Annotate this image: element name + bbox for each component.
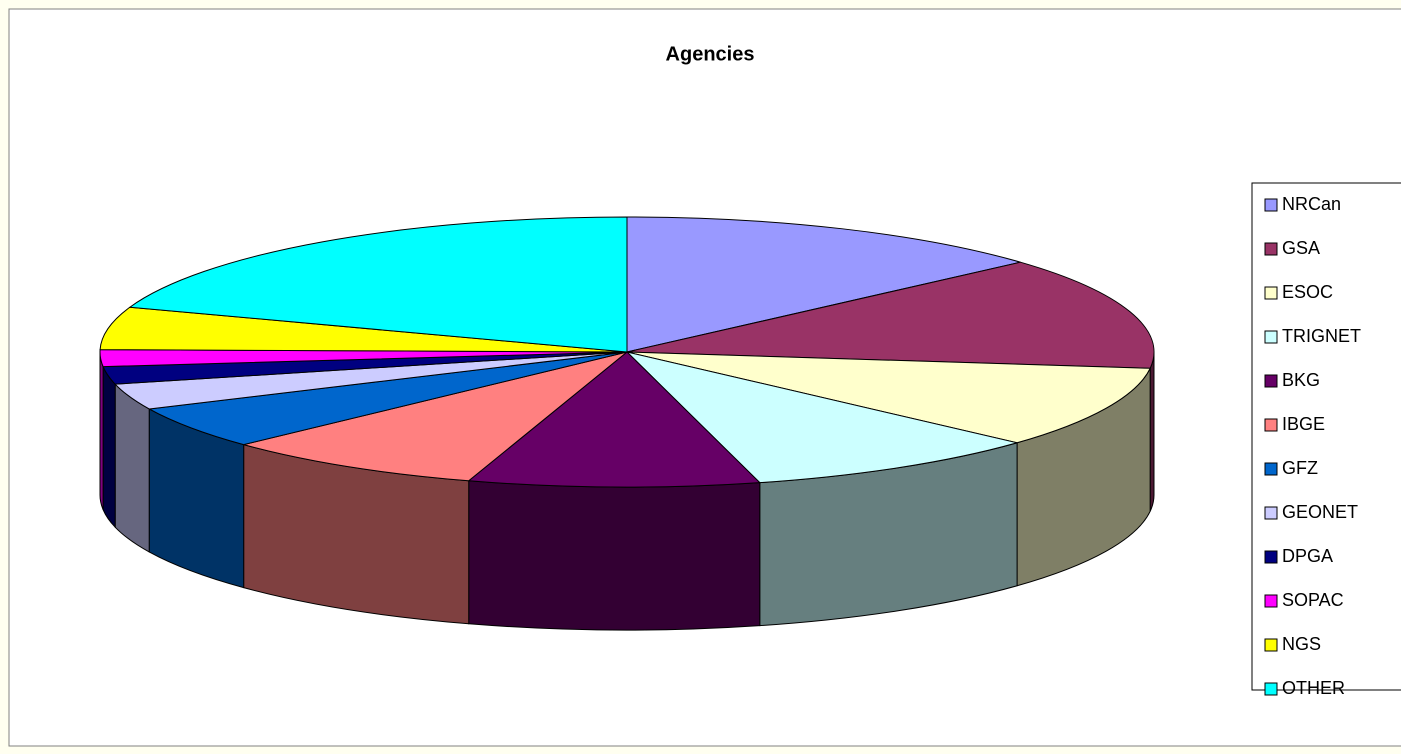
legend-label: NGS bbox=[1282, 634, 1321, 654]
pie-slice bbox=[626, 216, 1021, 353]
legend-box bbox=[1251, 182, 1401, 691]
legend-label: TRIGNET bbox=[1282, 326, 1361, 346]
chart-title: Agencies bbox=[666, 43, 755, 65]
pie-slice-side bbox=[102, 366, 116, 529]
legend-swatch bbox=[1264, 638, 1278, 652]
legend-swatch bbox=[1264, 242, 1278, 256]
pie-slice-side bbox=[99, 351, 104, 510]
pie-slice bbox=[99, 306, 628, 353]
pie-slice bbox=[128, 216, 628, 353]
legend-swatch bbox=[1264, 594, 1278, 608]
legend-label: ESOC bbox=[1282, 282, 1333, 302]
legend-label: NRCan bbox=[1282, 194, 1341, 214]
legend-label: OTHER bbox=[1282, 678, 1345, 698]
legend-swatch bbox=[1264, 330, 1278, 344]
legend-label: GFZ bbox=[1282, 458, 1318, 478]
pie-slice bbox=[625, 351, 1018, 484]
legend-swatch bbox=[1264, 550, 1278, 564]
pie-slice-side bbox=[1149, 351, 1155, 512]
legend-swatch bbox=[1264, 506, 1278, 520]
pie-slice-side bbox=[114, 382, 150, 553]
legend-label: DPGA bbox=[1282, 546, 1333, 566]
pie-slice bbox=[243, 351, 628, 482]
pie-slice bbox=[147, 351, 628, 446]
legend-swatch bbox=[1264, 418, 1278, 432]
pie-slice bbox=[626, 351, 1151, 444]
legend-label: GEONET bbox=[1282, 502, 1358, 522]
pie-slice-side bbox=[468, 480, 761, 631]
legend-label: GSA bbox=[1282, 238, 1320, 258]
pie-slice bbox=[626, 261, 1155, 369]
legend-swatch bbox=[1264, 286, 1278, 300]
pie-slice bbox=[467, 351, 761, 488]
legend-swatch bbox=[1264, 374, 1278, 388]
legend-swatch bbox=[1264, 198, 1278, 212]
legend-label: SOPAC bbox=[1282, 590, 1344, 610]
legend-swatch bbox=[1264, 462, 1278, 476]
legend-label: BKG bbox=[1282, 370, 1320, 390]
legend: NRCan GSA ESOC TRIGNET BKG IBGE GFZ GEONET DPGA S… bbox=[1264, 194, 1361, 698]
legend-swatch bbox=[1264, 682, 1278, 696]
pie bbox=[99, 216, 1155, 631]
legend-label: IBGE bbox=[1282, 414, 1325, 434]
